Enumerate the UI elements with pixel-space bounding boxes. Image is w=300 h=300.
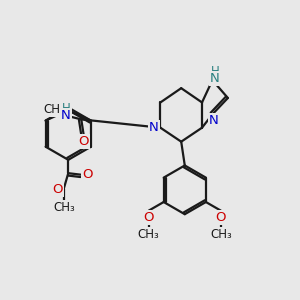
Text: H: H [210, 65, 219, 78]
Text: H: H [61, 102, 70, 115]
Text: O: O [82, 168, 92, 181]
Text: CH₃: CH₃ [138, 228, 160, 241]
Text: CH₃: CH₃ [43, 103, 65, 116]
Text: N: N [210, 72, 220, 85]
Text: N: N [149, 121, 159, 134]
Text: O: O [61, 103, 71, 116]
Text: O: O [143, 211, 154, 224]
Text: O: O [216, 211, 226, 224]
Text: O: O [52, 183, 62, 196]
Text: CH₃: CH₃ [210, 228, 232, 241]
Text: N: N [209, 114, 219, 128]
Text: CH₃: CH₃ [53, 201, 75, 214]
Text: N: N [61, 109, 71, 122]
Text: O: O [78, 135, 89, 148]
